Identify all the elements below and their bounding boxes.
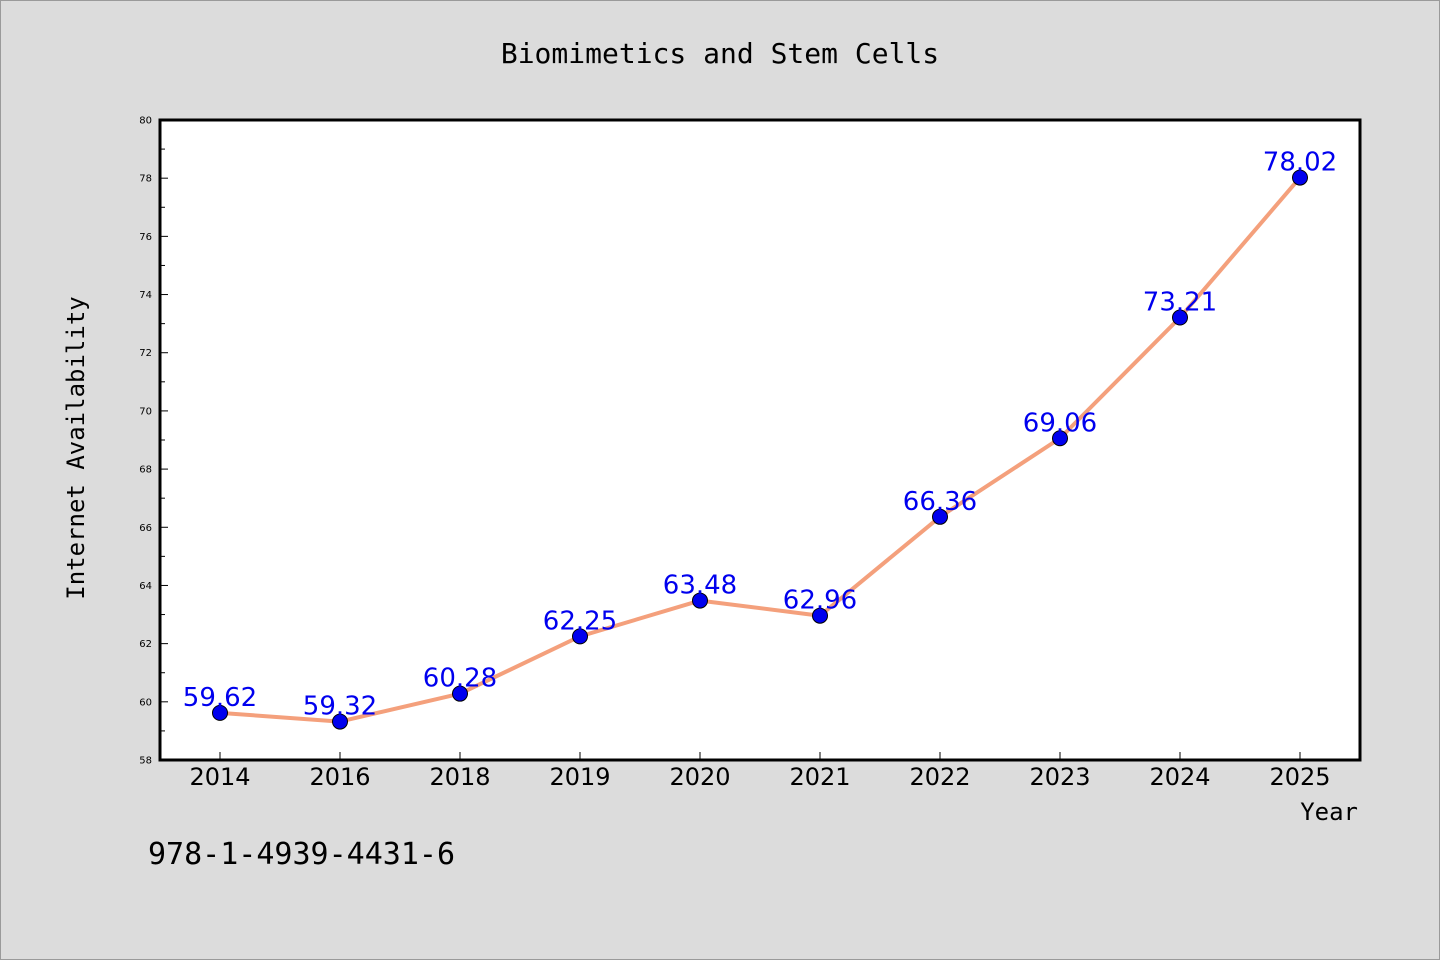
- y-tick-label: 70: [139, 406, 152, 417]
- x-tick-label: 2023: [1029, 763, 1090, 791]
- x-tick-label: 2020: [669, 763, 730, 791]
- y-tick-label: 60: [139, 697, 152, 708]
- y-tick-label: 66: [139, 523, 152, 534]
- x-tick-label: 2024: [1149, 763, 1210, 791]
- data-point: [1052, 430, 1068, 447]
- x-tick-label: 2018: [429, 763, 490, 791]
- data-label: 69.06: [1023, 408, 1097, 438]
- x-tick-label: 2022: [909, 763, 970, 791]
- plot-area: [158, 118, 1362, 762]
- data-point: [452, 685, 468, 702]
- data-label: 78.02: [1263, 148, 1337, 178]
- data-label: 59.62: [183, 683, 257, 713]
- data-label: 60.28: [423, 664, 497, 694]
- data-point: [812, 607, 828, 624]
- x-tick-label: 2019: [549, 763, 610, 791]
- data-label: 59.32: [303, 692, 377, 722]
- y-tick-label: 76: [139, 232, 152, 243]
- y-tick-label: 58: [139, 756, 152, 767]
- data-point: [212, 704, 228, 721]
- data-point: [572, 628, 588, 645]
- x-tick-label: 2021: [789, 763, 850, 791]
- y-tick-label: 74: [139, 290, 152, 301]
- data-label: 66.36: [903, 487, 977, 517]
- data-label: 63.48: [663, 571, 737, 601]
- x-axis: 2014 2016 2018 2019 2020 2021 2022 2023 2024 2025: [189, 752, 1331, 791]
- data-point: [1292, 169, 1308, 186]
- data-point: [332, 713, 348, 730]
- x-tick-label: 2014: [189, 763, 250, 791]
- data-label: 62.96: [783, 586, 857, 616]
- y-tick-label: 80: [139, 116, 152, 127]
- chart-title: Biomimetics and Stem Cells: [501, 37, 939, 70]
- y-tick-label: 68: [139, 465, 152, 476]
- y-tick-label: 78: [139, 174, 152, 185]
- y-axis: 58 60 62 64 66 68 70 72 74 76 78 80: [139, 116, 168, 767]
- y-axis-label: Internet Availability: [62, 296, 90, 599]
- x-tick-label: 2016: [309, 763, 370, 791]
- y-tick-label: 72: [139, 348, 152, 359]
- series-line: [219, 176, 1302, 724]
- data-point: [692, 592, 708, 609]
- x-tick-label: 2025: [1269, 763, 1330, 791]
- data-label: 62.25: [543, 606, 617, 636]
- y-tick-label: 62: [139, 639, 152, 650]
- series-line-group: 59.62 59.32 60.28 62.25 63.48 62.96 66.36 69.06…: [183, 148, 1337, 730]
- data-point: [1172, 309, 1188, 326]
- x-axis-label: Year: [1300, 798, 1358, 826]
- data-point: [932, 508, 948, 525]
- footer-code: 978-1-4939-4431-6: [148, 837, 455, 872]
- data-label: 73.21: [1143, 288, 1217, 318]
- y-tick-label: 64: [139, 581, 152, 592]
